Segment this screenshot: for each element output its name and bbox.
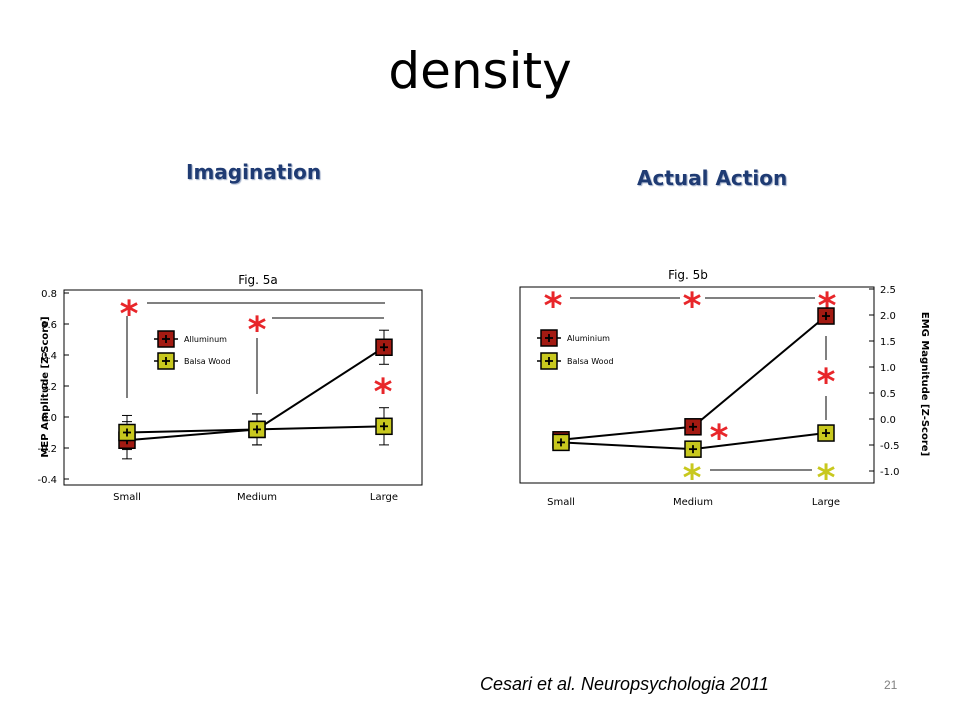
data-point — [684, 440, 702, 458]
data-point — [118, 423, 136, 442]
data-point — [684, 418, 702, 436]
fig-5a-title: Fig. 5a — [238, 273, 278, 287]
x-tick-label: Medium — [673, 497, 713, 508]
y-tick-label: 0.0 — [41, 413, 57, 424]
data-point — [375, 338, 393, 356]
data-point — [552, 433, 570, 452]
x-tick-label: Small — [547, 497, 575, 508]
fig-5a: Fig. 5a MEP Amplitude [Z-Score] 0.8 0.6 0.… — [37, 273, 423, 503]
x-tick-label: Large — [370, 492, 398, 503]
fig-5a-plot-area — [63, 289, 423, 486]
y-tick-label: -0.4 — [37, 475, 57, 486]
legend-label: Alluminum — [184, 335, 227, 344]
y-tick-label: -1.0 — [880, 467, 900, 478]
y-tick-label: 1.5 — [880, 337, 896, 348]
legend-label: Balsa Wood — [184, 357, 231, 366]
legend-marker — [157, 330, 175, 348]
legend-marker — [540, 329, 558, 347]
imagination-heading: Imagination — [186, 160, 322, 184]
y-tick-label: 2.0 — [880, 311, 896, 322]
significance-asterisk: * — [683, 458, 702, 499]
y-tick-label: 0.6 — [41, 320, 57, 331]
x-tick-label: Medium — [237, 492, 277, 503]
actual-action-heading: Actual Action — [637, 166, 788, 190]
significance-asterisk: * — [120, 294, 139, 335]
y-tick-label: -0.2 — [37, 444, 57, 455]
significance-asterisk: * — [710, 418, 729, 459]
y-tick-label: 1.0 — [880, 363, 896, 374]
y-tick-label: 0.2 — [41, 382, 57, 393]
fig-5b: Fig. 5b EMG Magnitude [Z-Score] 2.5 2.0 1.… — [519, 268, 930, 508]
legend-marker — [157, 352, 175, 370]
data-point — [817, 424, 835, 442]
x-tick-label: Small — [113, 492, 141, 503]
fig-5b-plot-area — [519, 286, 875, 484]
significance-asterisk: * — [683, 286, 702, 327]
significance-asterisk: * — [374, 372, 393, 413]
significance-asterisk: * — [248, 310, 267, 351]
slide-title: density — [388, 42, 572, 100]
y-tick-label: 0.5 — [880, 389, 896, 400]
x-tick-label: Large — [812, 497, 840, 508]
legend-label: Aluminium — [567, 334, 610, 343]
significance-asterisk: * — [817, 458, 836, 499]
significance-asterisk: * — [544, 286, 563, 327]
legend-marker — [540, 352, 558, 370]
fig-5b-title: Fig. 5b — [668, 268, 708, 282]
citation: Cesari et al. Neuropsychologia 2011 — [480, 674, 769, 694]
legend-label: Balsa Wood — [567, 357, 614, 366]
y-tick-label: 2.5 — [880, 285, 896, 296]
y-tick-label: 0.4 — [41, 351, 57, 362]
data-point — [375, 417, 393, 436]
fig-5a-ylabel: MEP Amplitude [Z-Score] — [40, 316, 51, 457]
data-point — [817, 307, 835, 325]
significance-asterisk: * — [817, 362, 836, 403]
y-tick-label: 0.8 — [41, 289, 57, 300]
data-point — [248, 420, 266, 439]
y-tick-label: -0.5 — [880, 441, 900, 452]
fig-5b-ylabel: EMG Magnitude [Z-Score] — [919, 312, 930, 456]
page-number: 21 — [884, 678, 898, 692]
y-tick-label: 0.0 — [880, 415, 896, 426]
